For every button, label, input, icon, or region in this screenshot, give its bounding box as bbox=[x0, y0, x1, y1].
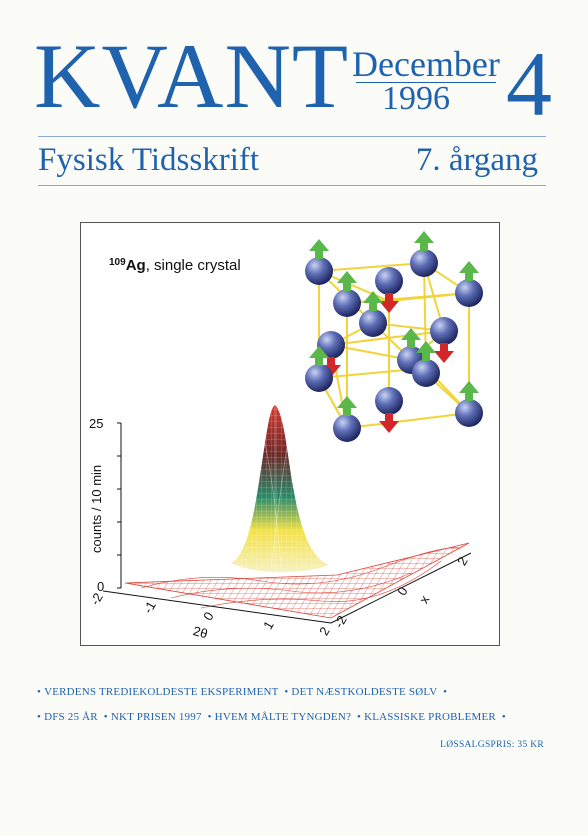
bottom-rule bbox=[38, 185, 546, 186]
sample-description: , single crystal bbox=[146, 257, 241, 274]
y-tick-0: 0 bbox=[97, 579, 104, 594]
atom-spin-up-icon bbox=[333, 271, 361, 317]
topic-item: DET NÆSTKOLDESTE SØLV bbox=[291, 686, 438, 698]
x-axis bbox=[102, 552, 472, 624]
atom-spin-up-icon bbox=[305, 239, 333, 285]
atom-spin-down-icon bbox=[375, 267, 403, 313]
crystal-atoms bbox=[305, 231, 483, 442]
topic-item: KLASSISKE PROBLEMER bbox=[364, 711, 496, 723]
issue-number: 4 bbox=[506, 33, 552, 135]
crystal-bonds bbox=[317, 261, 472, 432]
atom-spin-up-icon bbox=[305, 346, 333, 392]
issue-year: 1996 bbox=[382, 80, 450, 117]
side-tick-0: 0 bbox=[394, 584, 411, 598]
month-year-divider bbox=[356, 82, 496, 83]
atom-spin-up-icon bbox=[359, 291, 387, 337]
topic-item: HVEM MÅLTE TYNGDEN? bbox=[214, 711, 352, 723]
surface-base bbox=[124, 542, 470, 619]
topic-item: NKT PRISEN 1997 bbox=[110, 711, 202, 723]
atom-spin-down-icon bbox=[375, 387, 403, 433]
atom-spin-up-icon bbox=[455, 261, 483, 307]
atom-spin-up-icon bbox=[455, 381, 483, 427]
topics-line-2: • DFS 25 ÅR • NKT PRISEN 1997 • HVEM MÅLTE … bbox=[37, 711, 506, 723]
x-tick-neg1: -1 bbox=[140, 598, 159, 616]
subtitle: Fysisk Tidsskrift bbox=[38, 142, 260, 178]
sample-label: 109Ag, single crystal bbox=[109, 257, 241, 274]
atom-spin-down-icon bbox=[430, 317, 458, 363]
top-rule bbox=[38, 136, 546, 137]
side-tick-2: 2 bbox=[454, 554, 471, 568]
topic-item: DFS 25 ÅR bbox=[44, 711, 98, 723]
issue-month: December bbox=[352, 44, 500, 84]
volume-label: 7. årgang bbox=[415, 142, 538, 178]
y-axis bbox=[117, 422, 122, 589]
isotope-symbol: Ag bbox=[126, 257, 146, 274]
isotope-mass: 109 bbox=[109, 257, 126, 268]
figure-svg: 109Ag, single crystal bbox=[87, 231, 483, 641]
cover-figure: 109Ag, single crystal bbox=[80, 222, 500, 646]
side-axis-title: x bbox=[416, 592, 432, 606]
topic-item: VERDENS TREDIEKOLDESTE EKSPERIMENT bbox=[44, 686, 279, 698]
y-axis-title: counts / 10 min bbox=[89, 465, 104, 553]
price-label: LØSSALGSPRIS: 35 KR bbox=[440, 740, 544, 750]
x-tick-1: 1 bbox=[260, 618, 277, 632]
x-tick-2: 2 bbox=[316, 624, 333, 638]
surface-peak bbox=[231, 405, 329, 573]
topics-line-1: • VERDENS TREDIEKOLDESTE EKSPERIMENT • DET… bbox=[37, 686, 448, 698]
x-tick-0: 0 bbox=[200, 609, 217, 623]
y-tick-25: 25 bbox=[89, 416, 103, 431]
magazine-title: KVANT bbox=[34, 25, 350, 127]
atom-spin-up-icon bbox=[410, 231, 438, 277]
atom-spin-up-icon bbox=[412, 341, 440, 387]
atom-spin-up-icon bbox=[333, 396, 361, 442]
x-axis-title: 2θ bbox=[191, 623, 209, 641]
